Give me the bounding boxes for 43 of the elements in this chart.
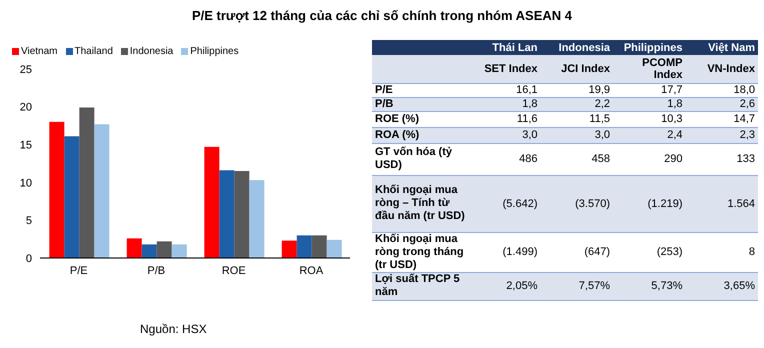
legend-label: Thailand: [74, 46, 113, 57]
bar: [204, 146, 220, 258]
table-row: P/E 16,1 19,9 17,7 18,0: [372, 83, 758, 97]
bar: [172, 244, 187, 258]
category-label: Thái Lan: [491, 40, 538, 55]
bar: [156, 241, 172, 258]
x-tick-label: P/E: [70, 264, 88, 277]
bar: [234, 171, 250, 258]
table-row: SET Index JCI Index PCOMP Index VN-Index: [372, 55, 758, 83]
bar: [94, 124, 110, 258]
table-row: Khối ngoại mua ròng trong tháng (tr USD) (1.499) (647) (253) 8: [372, 232, 758, 272]
category-label: Indonesia: [558, 40, 611, 55]
category-label: Việt Nam: [707, 40, 756, 55]
bar: [79, 108, 94, 258]
table-row: ROE (%) 11,6 11,5 10,3 14,7: [372, 111, 758, 127]
bar: [49, 122, 64, 258]
legend-label: Philippines: [190, 46, 239, 57]
bar: [126, 238, 142, 258]
bar: [312, 235, 327, 258]
bar: [64, 136, 80, 258]
bar: [282, 240, 297, 258]
y-tick-label: 20: [20, 102, 32, 114]
bar: [219, 170, 234, 258]
legend-label: Vietnam: [21, 46, 58, 57]
bar: [326, 240, 342, 258]
y-tick-label: 5: [26, 215, 32, 228]
y-tick-label: 15: [20, 140, 32, 152]
y-tick-label: 10: [20, 177, 32, 190]
y-tick-label: 25: [20, 64, 32, 76]
bar: [142, 244, 157, 258]
table-row: Khối ngoại mua ròng – Tính từ đầu năm (tr USD) (5.642) (3.570) (1.219) 1.564: [372, 175, 758, 232]
x-tick-label: ROE: [222, 264, 246, 277]
legend-label: Indonesia: [130, 46, 174, 57]
bar: [296, 235, 312, 258]
x-tick-label: P/B: [147, 264, 166, 277]
text: P/E trượt 12 tháng của các chỉ số chính trong nhóm ASEAN 4: [190, 8, 574, 23]
text: Nguồn: HSX: [140, 322, 207, 336]
bar: [249, 180, 264, 258]
x-tick-label: ROA: [299, 264, 324, 277]
y-tick-label: 0: [26, 252, 32, 265]
table-row: GT vốn hóa (tỷ USD) 486 458 290 133: [372, 143, 758, 175]
category-label: Philippines: [622, 40, 684, 55]
table-row: Lợi suất TPCP 5 năm 2,05% 7,57% 5,73% 3,65%: [372, 272, 758, 300]
